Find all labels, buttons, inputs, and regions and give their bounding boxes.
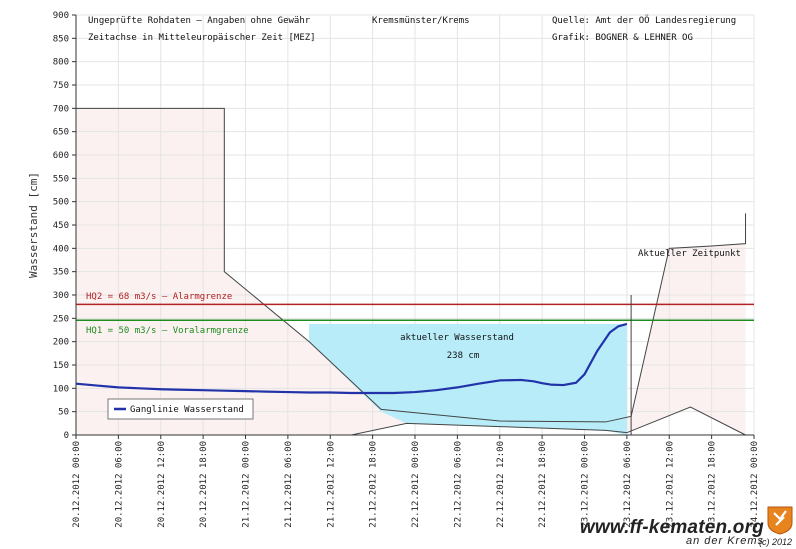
x-tick-label: 23.12.2012 18:00 <box>708 441 718 528</box>
x-tick-label: 21.12.2012 12:00 <box>326 441 336 528</box>
watermark: www.ff-kematen.org an der Krems <box>580 518 764 547</box>
x-tick-label: 22.12.2012 06:00 <box>453 441 463 528</box>
watermark-sub: an der Krems <box>685 535 764 547</box>
header-disclaimer: Ungeprüfte Rohdaten – Angaben ohne Gewäh… <box>88 16 311 26</box>
y-tick-label: 900 <box>53 11 69 21</box>
y-tick-label: 700 <box>53 104 69 114</box>
y-tick-label: 750 <box>53 81 69 91</box>
y-tick-label: 550 <box>53 174 69 184</box>
y-tick-label: 0 <box>64 431 69 441</box>
y-tick-label: 650 <box>53 128 69 138</box>
y-tick-label: 100 <box>53 384 69 394</box>
y-tick-label: 350 <box>53 268 69 278</box>
y-tick-label: 200 <box>53 338 69 348</box>
x-tick-label: 24.12.2012 00:00 <box>750 441 760 528</box>
x-tick-label: 22.12.2012 18:00 <box>538 441 548 528</box>
series-line-water-level <box>75 322 628 395</box>
legend-label: Ganglinie Wasserstand <box>130 405 244 415</box>
y-tick-label: 400 <box>53 244 69 254</box>
y-tick-label: 800 <box>53 58 69 68</box>
series-layer <box>75 107 754 436</box>
y-tick-label: 150 <box>53 361 69 371</box>
y-tick-label: 850 <box>53 34 69 44</box>
x-tick-label: 20.12.2012 18:00 <box>199 441 209 528</box>
envelope-area <box>76 108 746 435</box>
x-tick-label: 23.12.2012 12:00 <box>665 441 675 528</box>
x-tick-label: 20.12.2012 12:00 <box>157 441 167 528</box>
y-tick-label: 300 <box>53 291 69 301</box>
y-tick-label: 50 <box>58 408 69 418</box>
current-level-value: 238 cm <box>447 351 480 361</box>
x-tick-label: 21.12.2012 18:00 <box>369 441 379 528</box>
y-tick-label: 250 <box>53 314 69 324</box>
grid <box>75 14 755 436</box>
y-tick-label: 500 <box>53 198 69 208</box>
fire-brigade-logo-icon <box>767 506 793 535</box>
envelope-bands <box>76 108 746 435</box>
header-station: Kremsmünster/Krems <box>372 16 470 26</box>
envelope-upper-line <box>76 107 747 423</box>
legend-box <box>107 398 254 420</box>
watermark-site: www.ff-kematen.org <box>579 517 764 538</box>
x-tick-label: 22.12.2012 00:00 <box>411 441 421 528</box>
y-axis-label: Wasserstand [cm] <box>27 172 40 278</box>
threshold-label-hq1: HQ1 = 50 m3/s – Voralarmgrenze <box>86 326 249 336</box>
y-tick-label: 450 <box>53 221 69 231</box>
y-tick-label: 600 <box>53 151 69 161</box>
current-level-fill <box>309 323 627 435</box>
header-source: Quelle: Amt der OÖ Landesregierung <box>552 15 736 26</box>
x-tick-label: 20.12.2012 06:00 <box>114 441 124 528</box>
x-tick-label: 21.12.2012 06:00 <box>284 441 294 528</box>
x-tick-label: 21.12.2012 00:00 <box>242 441 252 528</box>
envelope-lower-line <box>76 406 746 436</box>
axes: 0 50 100 150 200 250 300 350 400 450 500 550 600 650 7… <box>53 11 760 528</box>
threshold-label-hq2: HQ2 = 68 m3/s – Alarmgrenze <box>86 292 232 302</box>
current-level-title: aktueller Wasserstand <box>400 333 514 343</box>
x-tick-label: 22.12.2012 12:00 <box>496 441 506 528</box>
header-credit: Grafik: BOGNER & LEHNER OG <box>552 33 693 43</box>
watermark-copyright: (c) 2012 <box>758 537 792 547</box>
x-tick-label: 20.12.2012 00:00 <box>72 441 82 528</box>
legend: Ganglinie Wasserstand <box>107 398 254 420</box>
x-tick-label: 23.12.2012 06:00 <box>623 441 633 528</box>
x-tick-label: 23.12.2012 00:00 <box>581 441 591 528</box>
current-level-area <box>309 323 627 435</box>
header-timezone: Zeitachse in Mitteleuropäischer Zeit [ME… <box>88 33 316 43</box>
current-time-label: Aktueller Zeitpunkt <box>638 249 741 259</box>
